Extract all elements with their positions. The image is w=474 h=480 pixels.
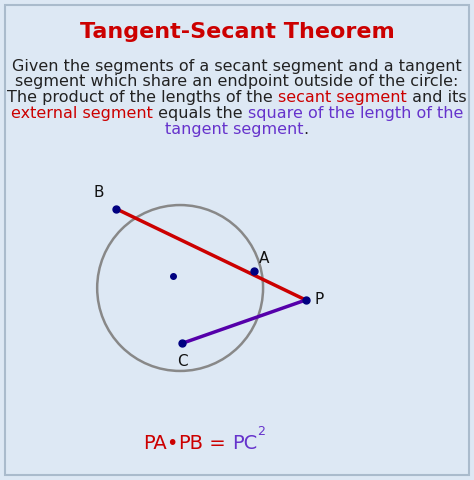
Text: P: P [314, 292, 324, 308]
Text: secant segment: secant segment [278, 90, 407, 105]
Text: A: A [259, 252, 270, 266]
Text: PC: PC [232, 434, 257, 453]
Text: square of the length of the: square of the length of the [247, 106, 463, 121]
Text: equals the: equals the [153, 106, 247, 121]
Text: The product of the lengths of the: The product of the lengths of the [8, 90, 278, 105]
Text: •: • [166, 434, 178, 453]
Text: =: = [203, 434, 232, 453]
Text: external segment: external segment [11, 106, 153, 121]
Text: PB: PB [178, 434, 203, 453]
Text: .: . [304, 122, 309, 137]
Text: C: C [177, 354, 188, 369]
Text: Given the segments of a secant segment and a tangent: Given the segments of a secant segment a… [12, 59, 462, 73]
Text: Tangent-Secant Theorem: Tangent-Secant Theorem [80, 22, 394, 42]
Text: tangent segment: tangent segment [165, 122, 304, 137]
Text: 2: 2 [257, 425, 265, 438]
Text: PA: PA [143, 434, 166, 453]
Text: B: B [94, 185, 104, 200]
Text: and its: and its [407, 90, 466, 105]
Text: segment which share an endpoint outside of the circle:: segment which share an endpoint outside … [15, 74, 459, 89]
